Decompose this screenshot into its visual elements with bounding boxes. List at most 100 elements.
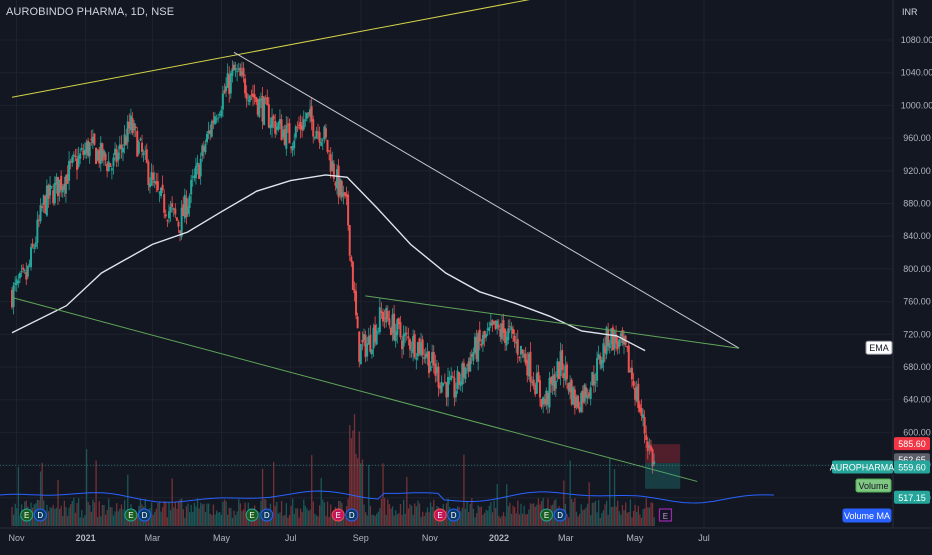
- candle-body: [559, 351, 562, 377]
- volume-bar: [583, 509, 586, 526]
- candle-body: [638, 404, 641, 412]
- volume-bar: [203, 503, 205, 526]
- candle-body: [259, 98, 262, 101]
- candle-body: [364, 335, 367, 358]
- volume-bar: [152, 514, 154, 526]
- volume-bar: [136, 513, 138, 526]
- candle-body: [426, 351, 429, 359]
- price-axis: 1080.00 1040.00 1000.00 960.00 920.00 880.00 8…: [901, 35, 932, 503]
- volume-bar: [150, 502, 153, 526]
- volume-bar: [71, 500, 73, 526]
- candle-body: [512, 328, 515, 335]
- time-tick-label: May: [213, 533, 231, 543]
- candle-body: [201, 145, 204, 157]
- candle-body: [324, 128, 327, 138]
- volume-bar: [580, 504, 582, 526]
- currency-label[interactable]: INR: [902, 7, 918, 17]
- volume-bar: [415, 506, 418, 526]
- volume-bar: [453, 517, 456, 526]
- volume-bar: [227, 514, 229, 526]
- volume-bar: [642, 509, 644, 526]
- candle-body: [483, 331, 486, 339]
- candle-body: [83, 149, 86, 155]
- candle-body: [337, 165, 340, 198]
- volume-bar: [65, 507, 67, 526]
- candle-body: [220, 110, 223, 117]
- volume-bar: [114, 511, 116, 526]
- candle-body: [340, 181, 343, 198]
- candle-body: [247, 100, 250, 102]
- candle-body: [405, 332, 408, 334]
- volume-bar: [76, 503, 78, 526]
- volume-bar: [146, 517, 148, 526]
- candle-body: [49, 184, 52, 196]
- volume-bar: [236, 511, 238, 526]
- volume-bar: [211, 515, 213, 526]
- candle-body: [236, 71, 239, 73]
- volume-bar: [631, 517, 633, 526]
- volume-bar: [509, 502, 511, 526]
- volume-bar: [223, 499, 226, 526]
- volume-bar: [234, 515, 237, 526]
- candle-body: [561, 349, 564, 371]
- candle-body: [98, 149, 101, 164]
- volume-bar: [173, 507, 175, 526]
- volume-bar: [16, 508, 18, 526]
- volume-bar: [325, 515, 327, 526]
- candle-body: [110, 168, 113, 171]
- volume-bar: [296, 508, 299, 526]
- volume-bar: [404, 513, 406, 526]
- candle-body: [630, 367, 633, 380]
- volume-bar: [163, 501, 165, 526]
- candle-body: [602, 343, 605, 363]
- candle-body: [60, 175, 63, 191]
- symbol-tag-text: AUROPHARMA: [830, 463, 895, 473]
- earnings-marker-box: [658, 508, 673, 522]
- earnings-marker-letter: E: [249, 511, 254, 520]
- candle-body: [592, 374, 595, 386]
- candle-body: [485, 334, 488, 338]
- time-tick-label: 2021: [76, 533, 96, 543]
- volume-bar: [290, 505, 292, 526]
- candle-body: [321, 139, 324, 141]
- volume-bar: [106, 509, 108, 526]
- candle-body: [557, 361, 560, 380]
- candle-body: [312, 119, 315, 137]
- volume-bar: [179, 499, 181, 526]
- earnings-marker: E: [540, 508, 554, 522]
- candle-body: [87, 140, 90, 156]
- candle-body: [447, 376, 450, 397]
- volume-bar: [271, 516, 273, 526]
- volume-bar: [95, 460, 97, 526]
- candle-body: [11, 289, 13, 308]
- candle-body: [402, 334, 405, 347]
- earnings-marker: E: [433, 508, 447, 522]
- volume-bar: [593, 502, 595, 526]
- candle-body: [521, 349, 524, 354]
- volume-bar: [474, 517, 476, 526]
- candle-body: [380, 311, 383, 313]
- volume-bar: [639, 514, 641, 526]
- candle-body: [80, 147, 83, 150]
- volume-bar: [637, 506, 639, 526]
- candle-body: [123, 134, 126, 146]
- candle-body: [550, 377, 553, 384]
- volume-bar: [599, 517, 601, 526]
- candle-body: [653, 461, 656, 464]
- volume-bar: [73, 498, 75, 526]
- candle-body: [361, 340, 364, 343]
- volume-bar: [58, 509, 61, 526]
- volume-bar: [586, 503, 589, 526]
- candle-body: [225, 86, 228, 92]
- price-tick-label: 680.00: [903, 362, 931, 372]
- candle-body: [301, 125, 304, 131]
- candle-body: [421, 339, 424, 356]
- candle-body: [424, 353, 427, 358]
- candle-body: [90, 139, 93, 141]
- dividend-marker: D: [138, 508, 152, 522]
- candle-body: [150, 172, 153, 186]
- candle-body: [261, 95, 264, 122]
- candle-body: [31, 243, 34, 247]
